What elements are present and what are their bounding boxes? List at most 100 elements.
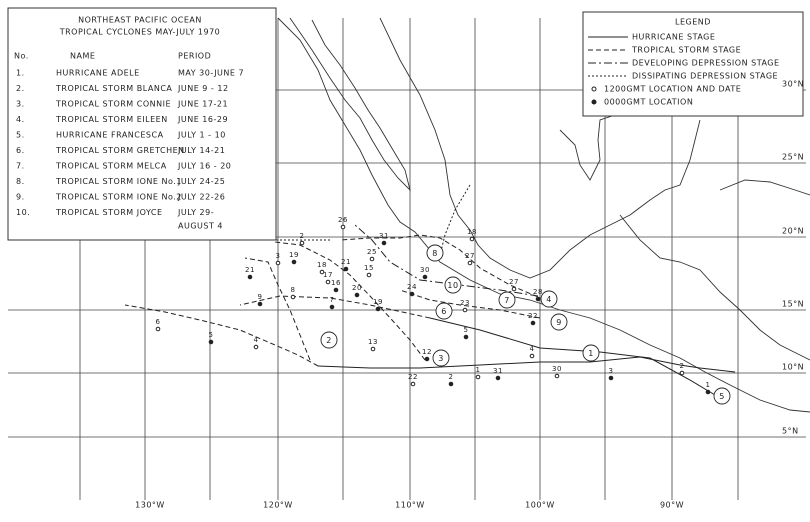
track-point xyxy=(679,370,685,376)
track-point xyxy=(381,240,387,246)
legend-label: TROPICAL STORM STAGE xyxy=(631,46,741,55)
track-point xyxy=(705,389,711,395)
longitude-label: 110°W xyxy=(395,501,425,510)
table-cell: AUGUST 4 xyxy=(178,222,223,231)
track-point xyxy=(375,306,381,312)
longitude-label: 100°W xyxy=(525,501,555,510)
table-cell: 3. xyxy=(16,100,25,109)
date-label: 30 xyxy=(552,365,562,373)
storm-table: No. NAME PERIOD 1. HURRICANE ADELE MAY 30-JUN… xyxy=(14,52,244,231)
storm-circle xyxy=(540,290,558,308)
table-cell: 8. xyxy=(16,177,25,186)
storm-circle xyxy=(713,387,731,405)
longitude-label: 90°W xyxy=(660,501,684,510)
storm-circle xyxy=(550,313,568,331)
date-label: 27 xyxy=(509,278,519,286)
track-connie xyxy=(274,241,426,361)
date-label: 8 xyxy=(291,286,296,294)
track-point xyxy=(275,260,281,266)
track-point xyxy=(424,356,430,362)
date-label: 27 xyxy=(465,252,475,260)
legend: HURRICANE STAGE TROPICAL STORM STAGE DEVEL… xyxy=(588,33,780,107)
track-point xyxy=(535,296,541,302)
table-cell: TROPICAL STORM IONE No.1 xyxy=(55,177,182,186)
table-cell: 1. xyxy=(16,69,25,78)
date-label: 17 xyxy=(323,271,333,279)
storm-number: 7 xyxy=(504,296,510,305)
table-cell: JULY 16 - 20 xyxy=(177,162,231,171)
track-point xyxy=(319,269,325,275)
table-cell: JUNE 16-29 xyxy=(177,115,228,124)
track-point xyxy=(608,375,614,381)
date-label: 7 xyxy=(330,296,335,304)
track-point xyxy=(247,274,253,280)
date-label: 21 xyxy=(341,258,351,266)
track-point xyxy=(325,279,331,285)
date-label: 2 xyxy=(680,362,685,370)
table-header: NAME xyxy=(70,52,95,61)
date-label: 18 xyxy=(317,261,327,269)
table-cell: TROPICAL STORM CONNIE xyxy=(55,100,171,109)
track-point xyxy=(343,266,349,272)
table-cell: TROPICAL STORM JOYCE xyxy=(55,208,163,217)
legend-box xyxy=(582,11,804,117)
track-point xyxy=(422,274,428,280)
date-label: 20 xyxy=(352,284,362,292)
legend-label: 0000GMT LOCATION xyxy=(604,98,693,107)
track-point xyxy=(410,381,416,387)
track-gretchen xyxy=(339,234,546,301)
date-label: 9 xyxy=(258,293,263,301)
coastline xyxy=(277,17,810,413)
track-point xyxy=(530,320,536,326)
storm-circle xyxy=(426,244,444,262)
storm-number: 3 xyxy=(438,354,444,363)
storm-number: 8 xyxy=(432,249,438,258)
legend-label: DEVELOPING DEPRESSION STAGE xyxy=(632,59,780,68)
storm-number: 6 xyxy=(441,307,447,316)
track-point xyxy=(366,272,372,278)
date-label: 15 xyxy=(364,264,374,272)
track-adele xyxy=(317,356,736,373)
track-eileen xyxy=(354,224,539,297)
latitude-label: 10°N xyxy=(782,363,804,372)
legend-label: DISSIPATING DEPRESSION STAGE xyxy=(632,72,778,81)
storm-markers: 1 2 3 4 5 6 7 8 9 10 xyxy=(320,244,731,405)
storm-number: 10 xyxy=(447,281,458,290)
title-line2: TROPICAL CYCLONES MAY-JULY 1970 xyxy=(59,28,221,37)
latitude-label: 30°N xyxy=(782,80,804,89)
track-point xyxy=(469,236,475,242)
date-label: 5 xyxy=(209,331,214,339)
track-adele-weak xyxy=(124,304,319,367)
storm-number: 4 xyxy=(546,295,552,304)
track-point xyxy=(340,224,346,230)
longitude-label: 120°W xyxy=(263,501,293,510)
track-point xyxy=(475,374,481,380)
latitude-label: 25°N xyxy=(782,153,804,162)
storm-number: 5 xyxy=(719,392,725,401)
legend-swatch xyxy=(591,99,597,105)
table-cell: JULY 24-25 xyxy=(177,177,225,186)
track-point xyxy=(495,375,501,381)
date-label: 2 xyxy=(300,232,305,240)
date-label: 1 xyxy=(476,366,481,374)
date-label: 25 xyxy=(367,248,377,256)
date-label: 22 xyxy=(528,312,538,320)
table-cell: 7. xyxy=(16,162,25,171)
table-cell: HURRICANE FRANCESCA xyxy=(56,131,164,140)
table-cell: 5. xyxy=(16,131,25,140)
table-cell: TROPICAL STORM MELCA xyxy=(55,162,167,171)
title-line1: NORTHEAST PACIFIC OCEAN xyxy=(78,16,202,25)
table-cell: TROPICAL STORM EILEEN xyxy=(55,115,168,124)
storm-number: 9 xyxy=(556,318,562,327)
table-box xyxy=(7,7,277,241)
date-label: 21 xyxy=(245,266,255,274)
track-point xyxy=(467,260,473,266)
table-cell: JULY 29- xyxy=(177,208,214,217)
date-label: 5 xyxy=(464,326,469,334)
table-cell: 10. xyxy=(16,208,30,217)
table-cell: 9. xyxy=(16,193,25,202)
date-label: 24 xyxy=(407,283,417,291)
track-point xyxy=(291,259,297,265)
